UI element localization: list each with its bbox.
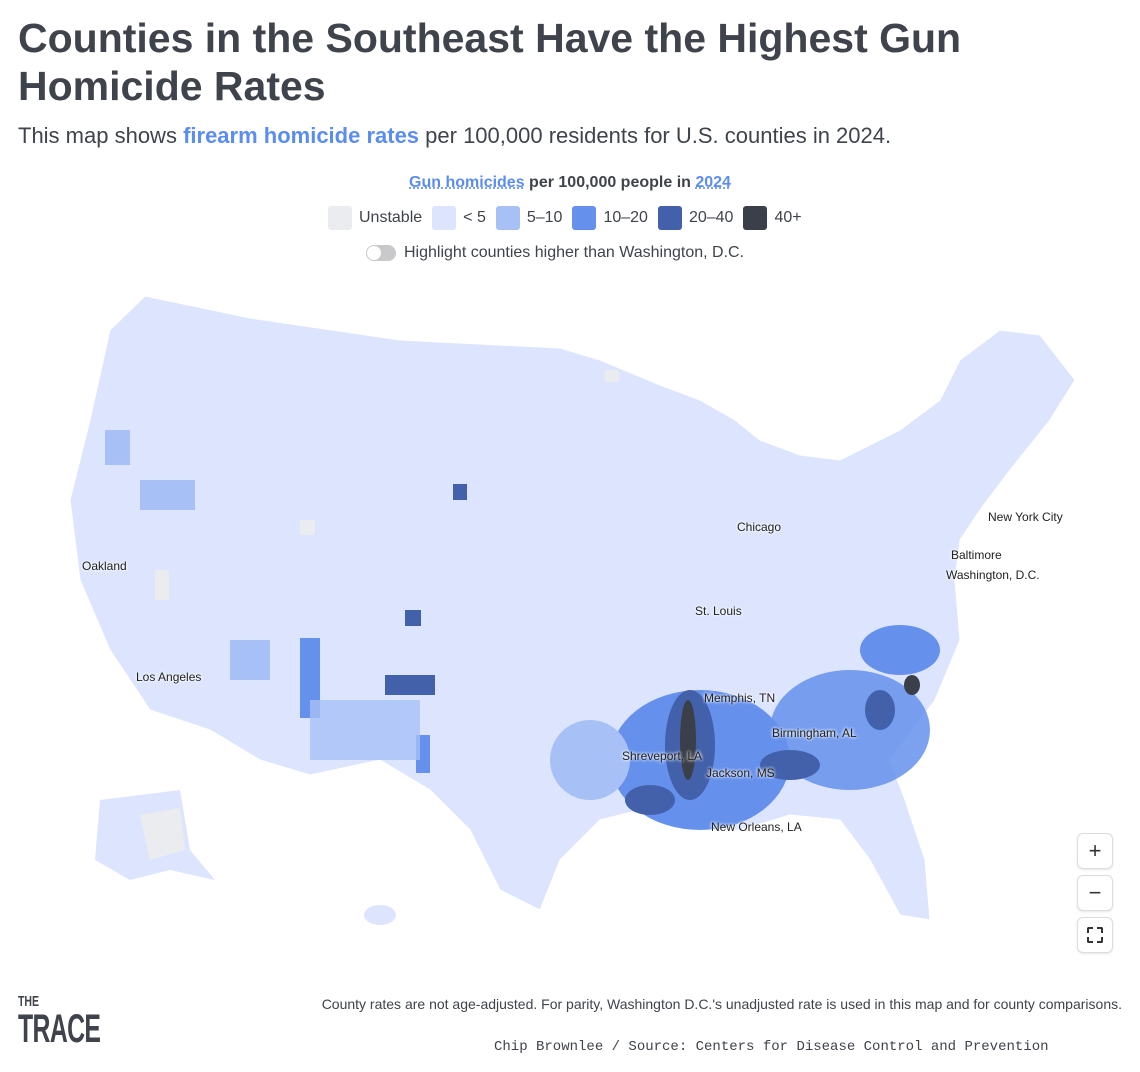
legend-label: 10–20	[603, 209, 648, 226]
legend-item: 10–20	[572, 206, 648, 230]
city-label: Washington, D.C.	[946, 568, 1040, 582]
legend-title: Gun homicides per 100,000 people in 2024	[0, 174, 1140, 192]
city-label: Birmingham, AL	[772, 726, 857, 740]
legend-label: Unstable	[359, 209, 423, 226]
legend-item: Unstable	[328, 206, 422, 230]
toggle-switch[interactable]	[366, 245, 396, 261]
legend-item: 20–40	[657, 206, 734, 230]
city-label: New York City	[988, 510, 1063, 524]
page-title: Counties in the Southeast Have the Highe…	[18, 15, 962, 109]
subtitle-text-end: per 100,000 residents for U.S. counties …	[419, 123, 892, 148]
legend-label: < 5	[463, 209, 486, 226]
firearm-homicide-link[interactable]: firearm homicide rates	[183, 123, 420, 148]
legend-swatch	[328, 206, 352, 230]
city-label: Shreveport, LA	[622, 749, 703, 763]
fullscreen-icon	[1087, 927, 1103, 943]
legend-swatch	[572, 206, 597, 230]
alaska-unstable	[140, 808, 185, 860]
toggle-label: Highlight counties higher than Washingto…	[404, 244, 745, 261]
us-county-map[interactable]	[0, 280, 1140, 960]
year-selector[interactable]: 2024	[695, 174, 731, 191]
city-label: Los Angeles	[136, 670, 202, 684]
county-fills	[105, 370, 940, 830]
legend-item: < 5	[432, 206, 486, 230]
legend-swatch	[743, 206, 768, 230]
contiguous-us	[69, 295, 1076, 921]
zoom-in-button[interactable]: +	[1077, 833, 1113, 869]
metric-selector[interactable]: Gun homicides	[409, 174, 525, 191]
subtitle: This map shows firearm homicide rates pe…	[18, 123, 891, 149]
zoom-out-button[interactable]: −	[1077, 875, 1113, 911]
city-label: Chicago	[737, 520, 782, 534]
legend: Unstable < 5 5–10 10–20 20–40 40+	[328, 206, 804, 230]
legend-item: 5–10	[495, 206, 563, 230]
highlight-toggle[interactable]: Highlight counties higher than Washingto…	[366, 244, 744, 262]
hawaii	[364, 905, 396, 925]
legend-swatch	[657, 206, 682, 230]
legend-title-text: per 100,000 people in	[524, 174, 696, 191]
legend-swatch	[495, 206, 520, 230]
legend-label: 5–10	[526, 209, 563, 226]
legend-swatch	[432, 206, 457, 230]
legend-label: 40+	[774, 209, 802, 226]
the-trace-logo: THE TRACE	[18, 994, 151, 1049]
city-label: Memphis, TN	[704, 691, 776, 705]
city-label: Jackson, MS	[706, 766, 775, 780]
reset-view-button[interactable]	[1077, 917, 1113, 953]
legend-label: 20–40	[688, 209, 734, 226]
city-label: Oakland	[82, 559, 127, 573]
legend-item: 40+	[743, 206, 802, 230]
footnote: County rates are not age-adjusted. For p…	[321, 996, 1122, 1012]
logo-top: THE	[18, 993, 39, 1010]
city-label: Baltimore	[951, 548, 1002, 562]
source-credit: Chip Brownlee / Source: Centers for Dise…	[494, 1039, 1049, 1055]
city-label: New Orleans, LA	[711, 820, 802, 834]
city-label: St. Louis	[695, 604, 742, 618]
subtitle-text: This map shows	[18, 123, 184, 148]
logo-bottom: TRACE	[18, 1007, 101, 1051]
